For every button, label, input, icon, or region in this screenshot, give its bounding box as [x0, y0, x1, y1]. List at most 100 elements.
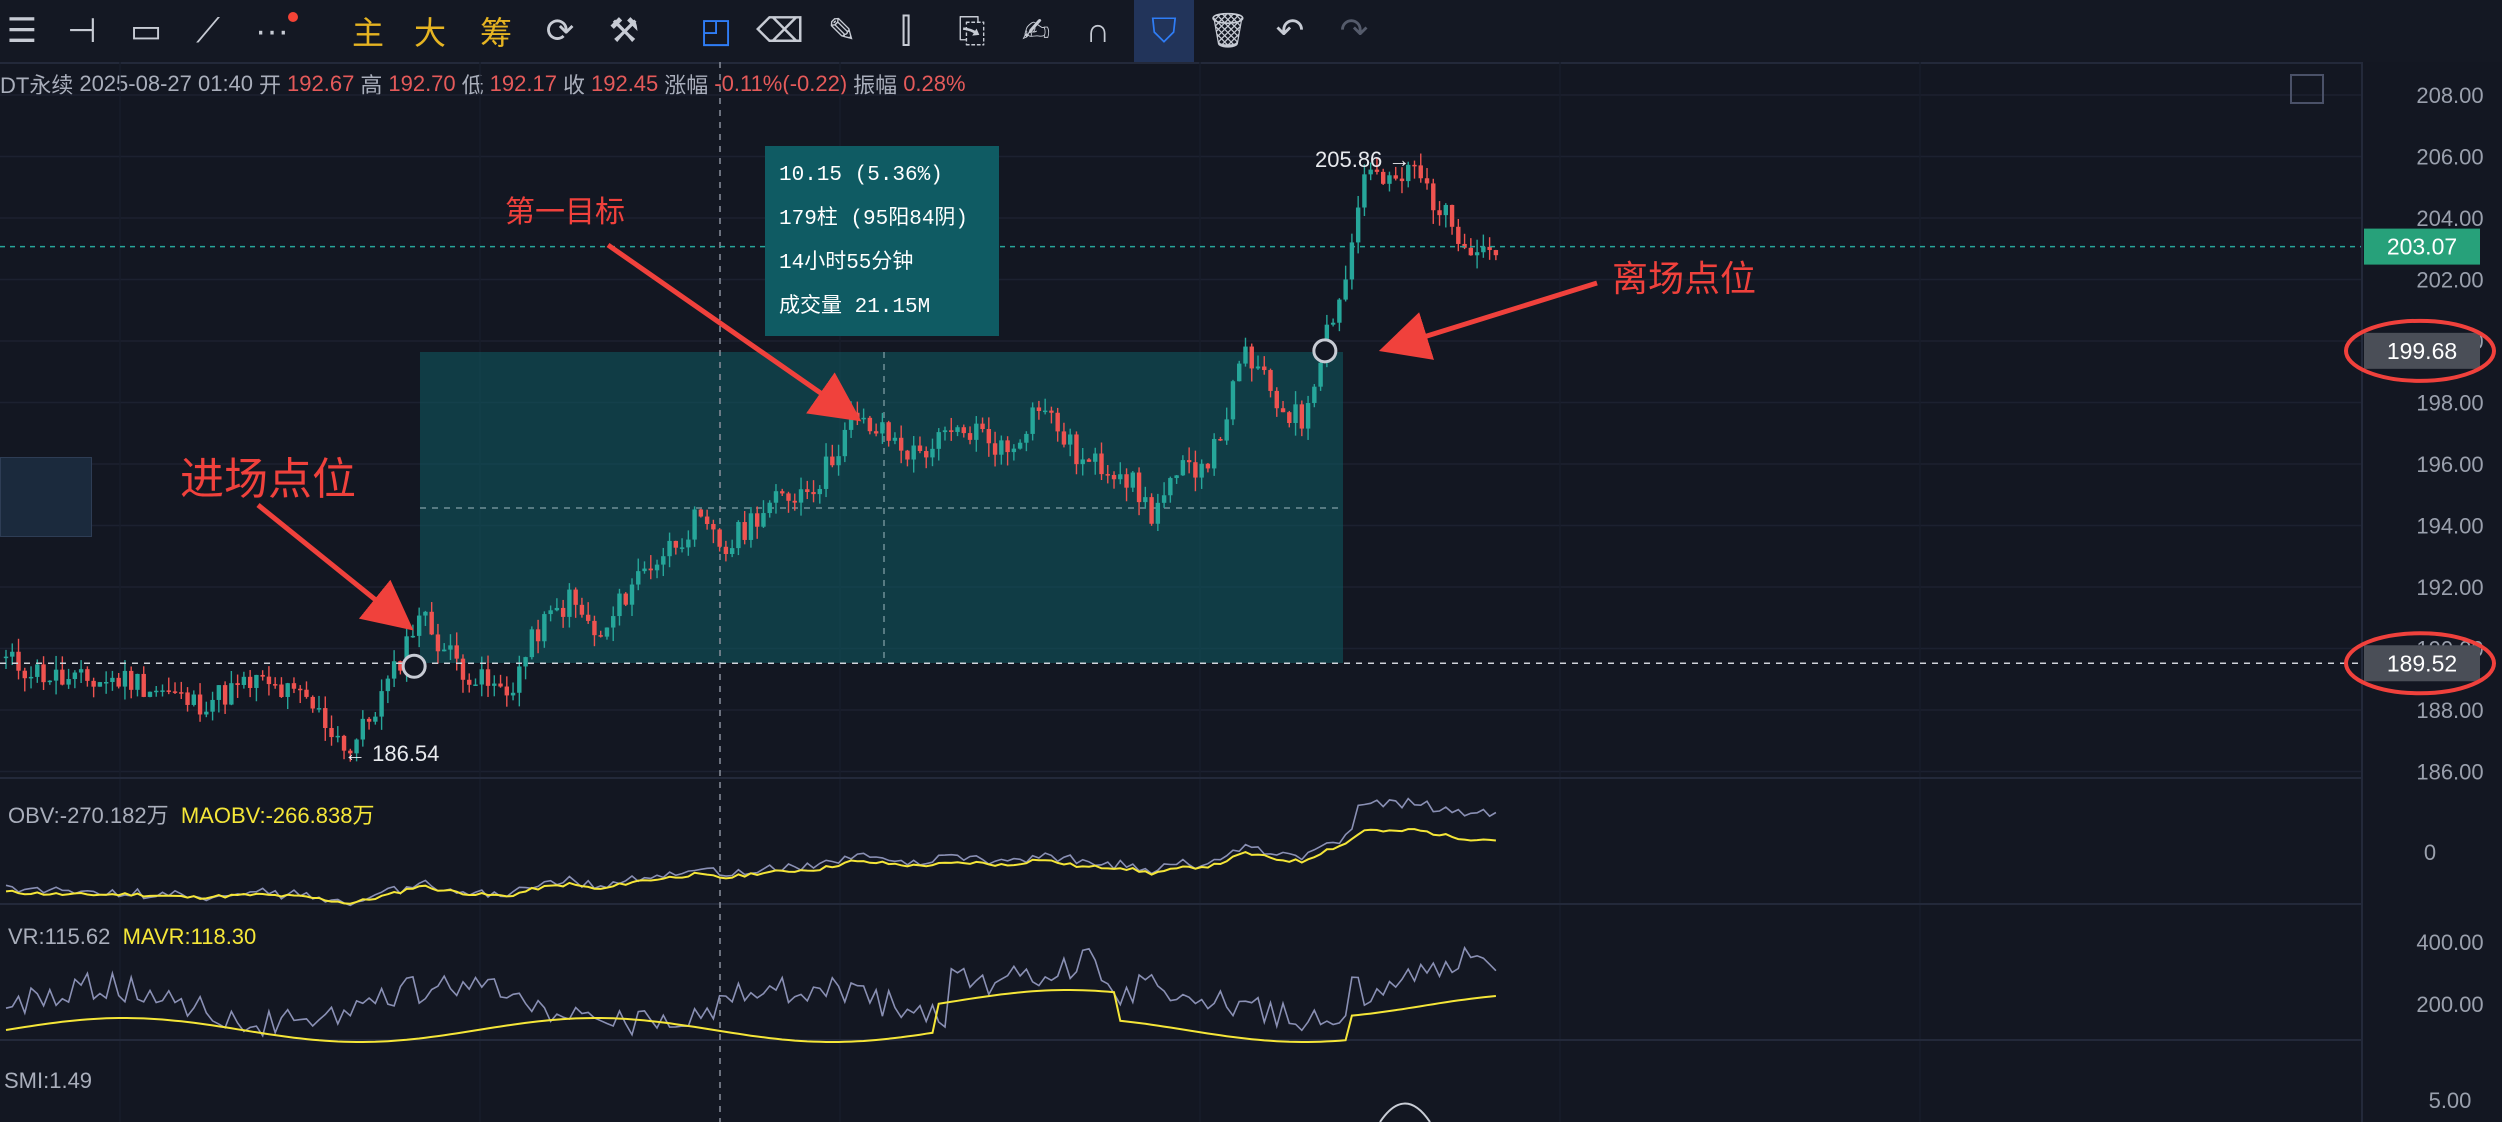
price-tick-label: 202.00 — [2416, 268, 2483, 293]
candle-body — [629, 584, 635, 605]
candle-body — [1412, 164, 1417, 167]
candle-body — [379, 691, 384, 717]
candle-body — [179, 692, 184, 694]
price-tick-label: 188.00 — [2416, 698, 2483, 723]
candle-body — [892, 437, 898, 441]
filter-icon[interactable]: ⛉ — [1134, 0, 1194, 62]
candle-body — [698, 509, 704, 517]
more-icon[interactable]: ··· — [242, 0, 302, 62]
candle-body — [648, 568, 653, 571]
candle-body — [110, 677, 115, 683]
price-tick-label: 198.00 — [2416, 391, 2483, 416]
candle-body — [661, 556, 666, 565]
rectangle-icon[interactable]: ▭ — [129, 12, 163, 50]
eraser-icon[interactable]: ⌫ — [755, 12, 805, 50]
candle-body — [222, 685, 228, 705]
candle-body — [692, 509, 697, 540]
candle-body — [1105, 474, 1110, 476]
sync-icon[interactable]: ⟳ — [545, 12, 575, 50]
pen-icon[interactable]: ✎ — [827, 12, 857, 50]
candle-body — [1049, 410, 1054, 413]
candle-body — [1080, 459, 1085, 465]
candle-body — [548, 610, 553, 615]
price-axis: 208.00 206.00 204.00 202.00 200.00 198.00 196.… — [2344, 62, 2502, 1122]
candle-body — [924, 451, 929, 458]
candle-body — [1355, 207, 1361, 243]
candle-body — [504, 686, 509, 696]
candle-body — [930, 448, 935, 458]
candle-body — [147, 691, 153, 697]
candle-body — [686, 539, 691, 548]
candle-body — [135, 673, 140, 690]
low-price-label: ← 186.54 — [344, 741, 439, 766]
candle-body — [1180, 460, 1186, 476]
candle-body — [1174, 475, 1179, 479]
candle-body — [1330, 322, 1336, 325]
trendline-icon[interactable]: ⟋ — [196, 11, 220, 50]
candle-body — [1387, 175, 1392, 184]
magnet-icon[interactable]: ∩ — [1085, 11, 1111, 50]
candle-body — [1237, 363, 1242, 382]
exit-price-highlight — [2344, 318, 2496, 383]
redo-icon[interactable]: ↷ — [1339, 12, 1369, 50]
candle-body — [535, 629, 541, 642]
candle-body — [767, 502, 772, 514]
candle-body — [1293, 404, 1298, 423]
toolbar-zhu-button[interactable]: 主 — [351, 15, 384, 51]
symbol-label[interactable]: DT永续 — [0, 73, 74, 98]
candle-body — [961, 427, 966, 434]
candle-body — [1055, 412, 1060, 432]
entry-annotation-label: 进场点位 — [180, 455, 356, 504]
candle-body — [1312, 386, 1317, 404]
measure-icon[interactable]: ⚒ — [608, 12, 640, 50]
candle-body — [266, 676, 272, 685]
high-label: 高 — [360, 73, 383, 98]
candle-body — [398, 661, 403, 671]
candle-body — [905, 450, 910, 460]
candle-body — [348, 750, 353, 754]
candle-body — [717, 529, 722, 547]
candle-body — [1337, 299, 1342, 323]
candle-body — [573, 589, 578, 605]
candle-body — [742, 522, 747, 540]
candle-body — [97, 682, 103, 687]
candle-body — [911, 445, 916, 460]
exit-annotation-label: 离场点位 — [1612, 258, 1756, 299]
undo-icon[interactable]: ↶ — [1275, 12, 1305, 50]
candle-body — [210, 699, 215, 712]
candle-body — [91, 680, 96, 687]
candle-body — [473, 684, 478, 687]
candle-body — [341, 735, 347, 751]
candle-body — [316, 708, 322, 710]
note-icon[interactable]: ✍ — [1021, 12, 1051, 50]
side-panel-handle[interactable] — [0, 457, 92, 537]
clipboard-icon[interactable]: ⎘ — [958, 11, 986, 50]
toolbar-da-button[interactable]: 大 — [413, 15, 446, 51]
trash-icon[interactable]: 🗑 — [1206, 12, 1250, 50]
candle-body — [642, 568, 647, 572]
measure-range-box[interactable] — [420, 352, 1343, 663]
candle-body — [510, 692, 516, 696]
candle-body — [1406, 164, 1411, 182]
candles-icon[interactable]: ⫿ — [900, 11, 912, 50]
candle-body — [1462, 243, 1467, 248]
candle-body — [798, 489, 804, 503]
select-icon[interactable]: ◰ — [699, 12, 733, 50]
candle-body — [848, 412, 854, 430]
hamburger-icon[interactable]: ☰ — [6, 12, 38, 50]
datetime-label: 2025-08-27 01:40 — [79, 71, 254, 96]
candle-body — [1036, 407, 1042, 412]
candle-body — [880, 422, 885, 434]
candle-body — [748, 513, 754, 540]
candle-body — [1368, 169, 1373, 175]
entry-arrow — [256, 503, 414, 631]
candle-body — [1149, 497, 1154, 524]
candle-body — [241, 676, 247, 685]
fullscreen-icon[interactable] — [2290, 74, 2324, 104]
candle-body — [873, 431, 879, 434]
horizontal-line-icon[interactable]: ⊣ — [67, 12, 97, 50]
toolbar-chou-button[interactable]: 筹 — [479, 15, 512, 51]
candle-body — [323, 708, 328, 728]
candle-body — [304, 689, 309, 697]
